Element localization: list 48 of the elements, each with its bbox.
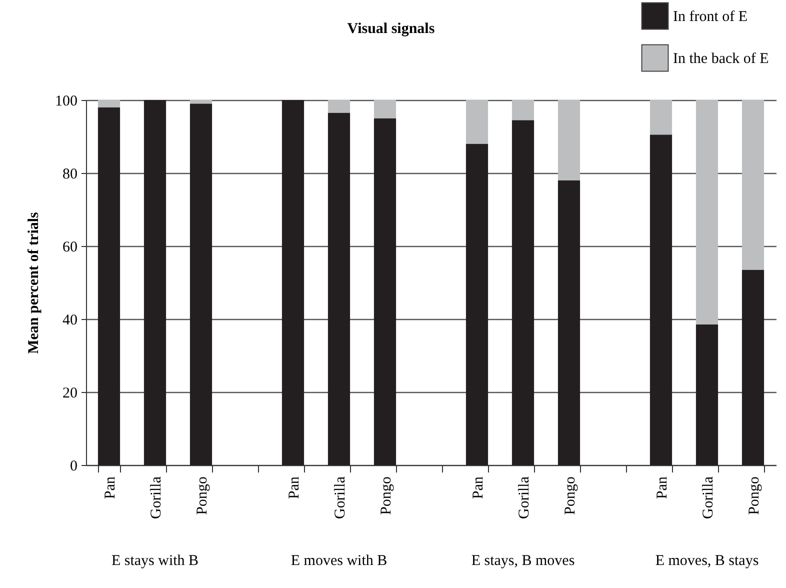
y-tick-label: 60 <box>62 240 78 256</box>
x-tick-label: Gorilla <box>148 476 164 519</box>
y-axis-title: Mean percent of trials <box>26 212 42 354</box>
bar <box>696 100 718 324</box>
text: E stays with B <box>111 553 199 569</box>
bar <box>650 134 672 465</box>
bar <box>190 100 212 104</box>
x-tick-label: Pongo <box>746 476 762 515</box>
x-tick-label: Pan <box>102 476 118 499</box>
text: E stays, B moves <box>471 553 575 569</box>
legend-label: In the back of E <box>673 51 769 67</box>
text: E moves, B stays <box>655 553 759 569</box>
y-tick-label: 40 <box>62 312 78 328</box>
y-tick-label: 100 <box>55 94 78 110</box>
x-tick-label: Pongo <box>562 476 578 515</box>
y-tick-label: 0 <box>70 458 78 474</box>
x-tick-label: Gorilla <box>332 476 348 519</box>
bar <box>374 118 396 465</box>
x-tick-label: Pongo <box>194 476 210 515</box>
x-tick-label: Pongo <box>378 476 394 515</box>
bar <box>98 100 120 108</box>
bar <box>512 100 534 120</box>
bar <box>466 100 488 144</box>
bar <box>558 180 580 465</box>
bar <box>144 100 166 465</box>
y-tick-label: 80 <box>62 166 78 182</box>
bar <box>558 100 580 180</box>
bar <box>696 324 718 465</box>
bar <box>328 100 350 113</box>
chart-title: Visual signals <box>347 21 435 37</box>
x-tick-label: Pan <box>654 476 670 499</box>
bar <box>742 270 764 465</box>
x-tick-label: Gorilla <box>700 476 716 519</box>
bar <box>742 100 764 270</box>
x-tick-label: Gorilla <box>516 476 532 519</box>
bar <box>512 120 534 465</box>
legend-label: In front of E <box>673 9 748 25</box>
bar <box>374 100 396 118</box>
bar <box>190 104 212 465</box>
bar <box>328 112 350 465</box>
y-tick-label: 20 <box>62 386 78 402</box>
bar <box>282 100 304 465</box>
bar <box>466 144 488 465</box>
x-tick-label: Pan <box>470 476 486 499</box>
text: E moves with B <box>290 553 388 569</box>
x-tick-label: Pan <box>286 476 302 499</box>
bar <box>650 100 672 135</box>
bar <box>98 107 120 465</box>
